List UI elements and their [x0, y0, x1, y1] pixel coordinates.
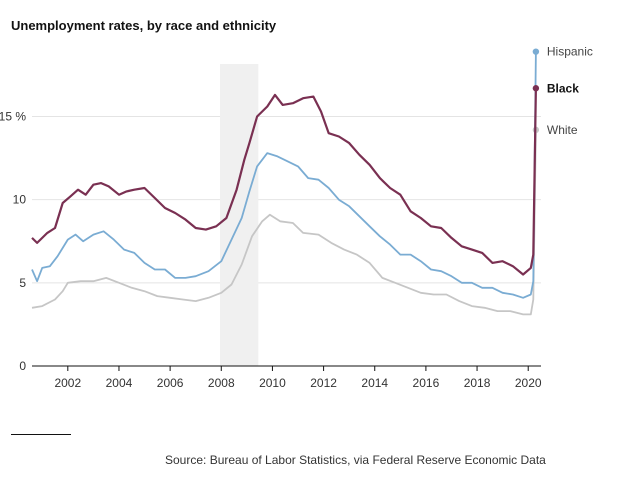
- y-tick-label-15: 15 %: [0, 110, 26, 124]
- y-axis-ticks: 0 5 10 15 %: [0, 110, 541, 373]
- x-tick-label-2004: 2004: [106, 376, 133, 390]
- series-end-dot-black: [532, 85, 540, 92]
- series-label-black: Black: [547, 81, 579, 95]
- source-divider: [11, 434, 71, 435]
- x-tick-label-2018: 2018: [464, 376, 491, 390]
- x-tick-label-2014: 2014: [361, 376, 388, 390]
- x-axis-ticks: 2002 2004 2006 2008 2010 2012 2014 2016 2018 2020: [54, 366, 542, 390]
- series-end-dot-hispanic: [532, 48, 540, 55]
- series-label-white: White: [547, 123, 578, 137]
- recession-band: [219, 64, 259, 366]
- series-label-hispanic: Hispanic: [547, 45, 593, 59]
- y-tick-label-0: 0: [19, 359, 26, 373]
- x-tick-label-2008: 2008: [208, 376, 235, 390]
- x-tick-label-2006: 2006: [157, 376, 184, 390]
- series-line-black: [31, 88, 537, 276]
- x-tick-label-2020: 2020: [515, 376, 542, 390]
- recession-band-layer: [219, 64, 259, 366]
- line-chart: 0 5 10 15 % 2002 2004 2006 2008 2010 2012 2014 201…: [0, 45, 593, 390]
- y-tick-label-5: 5: [19, 276, 26, 290]
- series-line-white: [31, 129, 537, 316]
- x-tick-label-2010: 2010: [259, 376, 286, 390]
- source-note: Source: Bureau of Labor Statistics, via …: [165, 453, 546, 467]
- grid-lines: [32, 116, 541, 284]
- x-tick-label-2016: 2016: [413, 376, 440, 390]
- x-tick-label-2012: 2012: [310, 376, 337, 390]
- series-labels: White Hispanic Black: [547, 45, 593, 137]
- chart-title: Unemployment rates, by race and ethnicit…: [11, 18, 277, 33]
- series-lines: [31, 48, 540, 316]
- series-line-hispanic: [31, 51, 537, 299]
- y-tick-label-10: 10: [13, 193, 27, 207]
- x-tick-label-2002: 2002: [54, 376, 81, 390]
